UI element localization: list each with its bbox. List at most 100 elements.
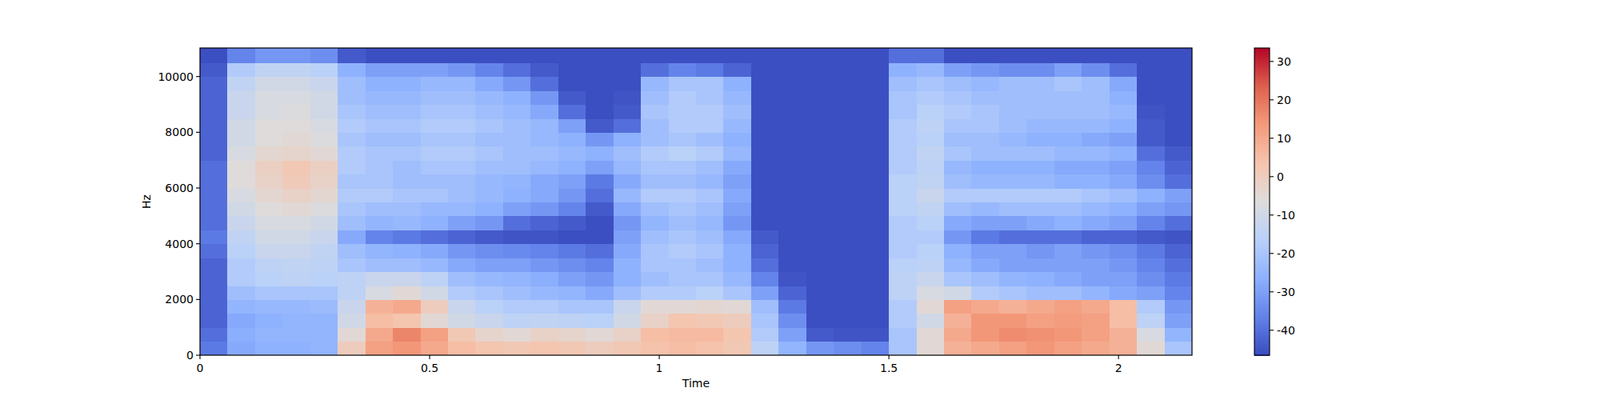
cell <box>200 272 228 287</box>
cell <box>530 104 559 120</box>
cell <box>310 90 339 105</box>
cell <box>475 216 504 231</box>
cell <box>530 48 559 64</box>
cell <box>751 285 780 300</box>
cell <box>255 160 284 175</box>
cell <box>1136 272 1165 287</box>
cell <box>999 285 1028 300</box>
cell <box>282 341 311 356</box>
cell <box>833 146 862 161</box>
cell <box>1026 48 1055 64</box>
cell <box>999 244 1028 259</box>
cell <box>723 174 752 189</box>
cell <box>365 90 394 105</box>
cell <box>833 174 862 189</box>
cell <box>1026 313 1055 328</box>
cell <box>530 160 559 175</box>
cell <box>668 160 697 175</box>
cell <box>1136 327 1165 342</box>
cell <box>971 104 1000 120</box>
cell <box>640 216 669 231</box>
cell <box>365 48 394 64</box>
cell <box>916 299 945 314</box>
x-tick-label: 1.5 <box>880 361 898 375</box>
cell <box>448 201 476 216</box>
cell <box>558 160 587 175</box>
cell <box>585 62 614 77</box>
cell <box>558 188 587 203</box>
cell <box>640 104 669 120</box>
cell <box>833 341 862 356</box>
cell <box>475 313 504 328</box>
cell <box>971 244 1000 259</box>
cell <box>888 146 917 161</box>
cell <box>999 299 1028 314</box>
cell <box>200 229 228 244</box>
cell <box>200 76 228 92</box>
cell <box>310 174 339 189</box>
x-axis-label: Time <box>681 376 710 390</box>
cell <box>640 132 669 147</box>
cell <box>310 244 339 259</box>
cell <box>503 299 532 314</box>
cell <box>806 327 835 342</box>
cell <box>227 257 256 272</box>
cell <box>558 257 587 272</box>
cell <box>723 201 752 216</box>
cell <box>888 62 917 77</box>
x-tick <box>1118 355 1120 360</box>
cell <box>888 244 917 259</box>
cell <box>1109 174 1138 189</box>
cell <box>916 341 945 356</box>
cell <box>1081 90 1110 105</box>
colorbar-tick-label: 20 <box>1276 93 1292 107</box>
cell <box>778 118 807 133</box>
cell <box>337 118 366 133</box>
cell <box>1081 104 1110 120</box>
cell <box>475 285 504 300</box>
cell <box>971 341 1000 356</box>
cell <box>1136 201 1165 216</box>
cell <box>833 48 862 64</box>
cell <box>806 229 835 244</box>
cell <box>392 174 421 189</box>
cell <box>282 118 311 133</box>
cell <box>668 118 697 133</box>
cell <box>999 62 1028 77</box>
cell <box>558 132 587 147</box>
cell <box>696 146 724 161</box>
cell <box>640 313 669 328</box>
cell <box>888 299 917 314</box>
cell <box>282 146 311 161</box>
cell <box>778 160 807 175</box>
cell <box>613 62 642 77</box>
cell <box>971 229 1000 244</box>
cell <box>558 201 587 216</box>
cell <box>751 257 780 272</box>
cell <box>365 201 394 216</box>
colorbar-tick <box>1269 137 1274 139</box>
cell <box>944 257 972 272</box>
cell <box>448 62 476 77</box>
cell <box>337 104 366 120</box>
cell <box>200 244 228 259</box>
cell <box>337 174 366 189</box>
cell <box>503 90 532 105</box>
cell <box>558 146 587 161</box>
cell <box>310 229 339 244</box>
cell <box>999 272 1028 287</box>
cell <box>971 188 1000 203</box>
cell <box>1136 146 1165 161</box>
cell <box>833 90 862 105</box>
cell <box>200 174 228 189</box>
cell <box>530 257 559 272</box>
cell <box>999 229 1028 244</box>
y-tick <box>196 243 200 244</box>
cell <box>420 160 449 175</box>
cell <box>530 285 559 300</box>
cell <box>1026 244 1055 259</box>
figure: 00.511.520200040006000800010000TimeHz-40… <box>0 0 1600 400</box>
cell <box>392 146 421 161</box>
cell <box>696 90 724 105</box>
cell <box>668 146 697 161</box>
